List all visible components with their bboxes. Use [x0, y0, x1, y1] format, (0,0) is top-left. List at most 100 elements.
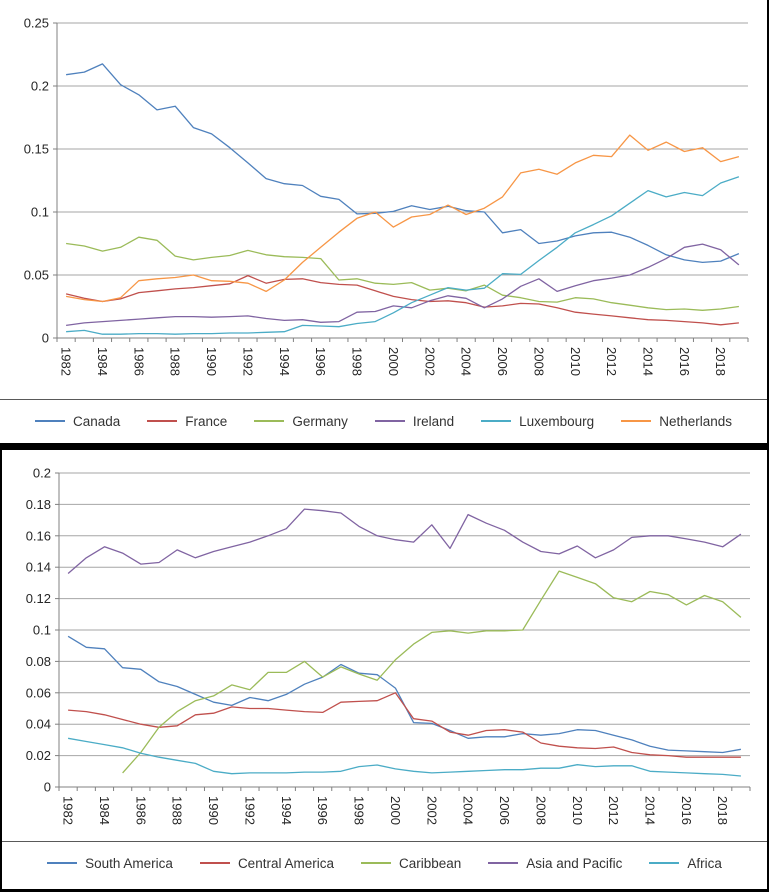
legend-label-asia-pacific: Asia and Pacific — [526, 855, 623, 871]
x-tick-label: 1988 — [168, 347, 183, 376]
y-tick-label: 0.06 — [26, 685, 51, 700]
series-line-luxembourg — [66, 176, 740, 335]
legend-item-luxembourg: Luxembourg — [481, 414, 594, 429]
legend-item-south-america: South America — [47, 856, 173, 871]
series-line-asia-and-pacific — [67, 508, 742, 574]
legend-item-ireland: Ireland — [374, 413, 455, 429]
y-tick-label: 0.1 — [31, 205, 49, 220]
top-legend-separator-line — [0, 399, 767, 400]
x-tick-label: 1992 — [242, 796, 257, 825]
y-tick-label: 0.04 — [26, 717, 51, 732]
central-america-line-swatch — [199, 862, 230, 864]
legend-label-ireland: Ireland — [412, 413, 455, 429]
x-tick-label: 1982 — [61, 796, 76, 825]
asia-pacific-line-swatch — [488, 862, 519, 864]
x-tick-label: 1998 — [352, 796, 367, 825]
y-tick-label: 0.16 — [26, 528, 51, 543]
x-tick-label: 1992 — [240, 347, 255, 376]
bottom-chart-panel: 0 0.02 0.04 0.06 0.08 0.1 0.12 0.14 0.16 0.18 0.2 1… — [0, 450, 769, 892]
y-axis-tick-labels: 0 0.02 0.04 0.06 0.08 0.1 0.12 0.14 0.16 0.18 0.2 — [26, 466, 51, 795]
x-tick-label: 1986 — [133, 796, 148, 825]
legend-label-central-america: Central America — [237, 855, 334, 871]
luxembourg-line-swatch — [481, 420, 512, 422]
x-tick-label: 1986 — [131, 347, 146, 376]
axes — [55, 472, 751, 791]
x-tick-label: 2010 — [570, 796, 585, 825]
legend-label-caribbean: Caribbean — [398, 855, 462, 871]
legend-item-asia-pacific: Asia and Pacific — [488, 856, 622, 871]
x-tick-label: 2014 — [642, 796, 657, 825]
x-tick-label: 2012 — [604, 347, 619, 376]
data-series-lines — [65, 63, 740, 335]
y-tick-label: 0.08 — [26, 654, 51, 669]
x-tick-label: 2002 — [424, 796, 439, 825]
africa-line-swatch — [649, 862, 680, 864]
top-chart-panel: 0 0.05 0.1 0.15 0.2 0.25 1982 1984 1986 1988 1990 1… — [0, 0, 769, 443]
legend-item-canada: Canada — [35, 414, 120, 429]
x-tick-label: 2010 — [568, 347, 583, 376]
series-line-central-america — [68, 692, 741, 758]
x-tick-label: 1982 — [59, 347, 74, 376]
y-tick-label: 0.2 — [31, 79, 49, 94]
x-tick-label: 2002 — [422, 347, 437, 376]
y-tick-label: 0.2 — [33, 466, 51, 481]
legend-label-south-america: South America — [85, 855, 173, 871]
y-tick-label: 0.25 — [24, 16, 49, 31]
y-tick-label: 0.15 — [24, 142, 49, 157]
y-tick-label: 0.12 — [26, 591, 51, 606]
x-tick-label: 2000 — [386, 347, 401, 376]
x-tick-label: 2006 — [495, 347, 510, 376]
y-tick-label: 0.18 — [26, 497, 51, 512]
x-axis-tick-labels: 1982 1984 1986 1988 1990 1992 1994 1996 1998 2000… — [59, 347, 729, 376]
series-line-canada — [66, 63, 740, 264]
legend-item-france: France — [147, 414, 227, 429]
x-tick-label: 2018 — [715, 796, 730, 825]
x-tick-label: 2008 — [531, 347, 546, 376]
series-line-france — [65, 274, 739, 326]
x-tick-label: 1998 — [350, 347, 365, 376]
gridlines — [57, 22, 748, 276]
x-tick-label: 1996 — [313, 347, 328, 376]
x-tick-label: 2004 — [459, 347, 474, 376]
black-divider-bar — [0, 443, 769, 450]
x-tick-label: 2012 — [606, 796, 621, 825]
x-tick-label: 2004 — [461, 796, 476, 825]
legend-item-central-america: Central America — [199, 855, 334, 871]
germany-line-swatch — [254, 420, 285, 422]
y-tick-label: 0 — [44, 780, 51, 795]
x-tick-label: 1990 — [204, 347, 219, 376]
series-line-caribbean — [122, 570, 742, 774]
netherlands-line-swatch — [621, 420, 652, 422]
data-series-lines — [67, 508, 742, 777]
series-line-south-america — [67, 635, 742, 754]
caribbean-line-swatch — [360, 862, 391, 864]
x-tick-label: 2000 — [388, 796, 403, 825]
top-chart-legend: Canada France Germany Ireland Luxembourg… — [0, 400, 767, 442]
south-america-line-swatch — [47, 862, 78, 864]
legend-label-netherlands: Netherlands — [659, 413, 732, 429]
legend-label-africa: Africa — [687, 855, 722, 871]
series-line-germany — [66, 236, 739, 311]
bottom-chart-plot: 0 0.02 0.04 0.06 0.08 0.1 0.12 0.14 0.16 0.18 0.2 1… — [26, 466, 751, 825]
x-tick-label: 2016 — [677, 347, 692, 376]
legend-label-france: France — [185, 413, 228, 429]
bottom-chart-legend: South America Central America Caribbean … — [2, 842, 767, 884]
x-tick-label: 1990 — [206, 796, 221, 825]
y-axis-tick-labels: 0 0.05 0.1 0.15 0.2 0.25 — [24, 16, 49, 346]
legend-item-africa: Africa — [649, 856, 722, 871]
legend-label-germany: Germany — [292, 413, 348, 429]
x-tick-label: 2006 — [497, 796, 512, 825]
france-line-swatch — [147, 420, 178, 422]
series-line-netherlands — [65, 134, 740, 303]
series-line-ireland — [66, 243, 740, 327]
series-line-africa — [67, 737, 741, 777]
x-tick-label: 1988 — [170, 796, 185, 825]
legend-label-canada: Canada — [73, 413, 121, 429]
x-tick-label: 1984 — [95, 347, 110, 376]
legend-item-germany: Germany — [254, 414, 348, 429]
x-axis-tick-labels: 1982 1984 1986 1988 1990 1992 1994 1996 1998 2000… — [61, 796, 731, 825]
y-tick-label: 0 — [42, 331, 49, 346]
x-tick-label: 1994 — [277, 347, 292, 376]
x-tick-label: 1996 — [315, 796, 330, 825]
axes — [53, 22, 749, 342]
